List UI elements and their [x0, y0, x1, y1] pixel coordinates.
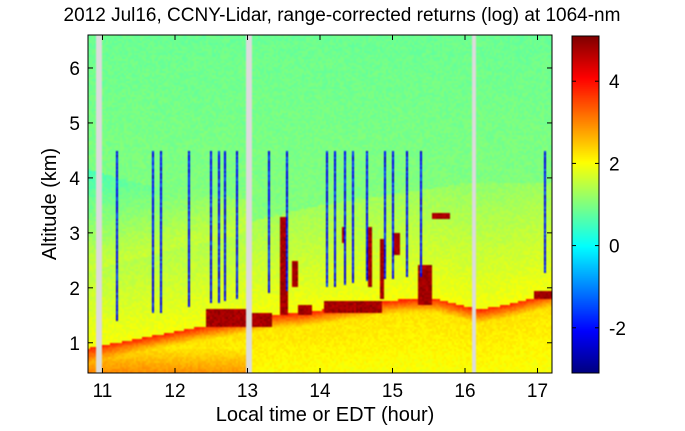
y-tick-label: 1	[69, 334, 80, 355]
x-tick-label: 15	[382, 381, 403, 402]
y-tick-label: 4	[69, 169, 80, 190]
chart-title: 2012 Jul16, CCNY-Lidar, range-corrected …	[64, 5, 621, 26]
x-tick-label: 16	[454, 381, 475, 402]
y-axis-ticks: 1 2 3 4 5 6	[69, 59, 552, 355]
x-tick-label: 11	[93, 381, 113, 402]
x-axis-ticks: 11 12 13 14 15 16 17	[93, 35, 548, 402]
x-tick-label: 17	[527, 381, 548, 402]
y-tick-label: 3	[69, 224, 80, 245]
x-tick-label: 13	[237, 381, 258, 402]
colorbar-frame	[571, 35, 600, 374]
colorbar-tick-label: 0	[609, 237, 620, 258]
x-tick-label: 14	[309, 381, 331, 402]
colorbar-ticks: -2 0 2 4	[572, 72, 626, 340]
colorbar-gradient	[572, 36, 599, 373]
y-axis-label: Altitude (km)	[39, 148, 61, 260]
y-tick-label: 5	[69, 114, 80, 135]
colorbar-tick-label: 4	[609, 72, 620, 93]
heatmap-image	[88, 35, 552, 373]
colorbar-tick-label: -2	[609, 319, 626, 340]
x-tick-label: 12	[164, 381, 185, 402]
y-tick-label: 6	[69, 59, 80, 80]
x-axis-label: Local time or EDT (hour)	[216, 404, 435, 426]
y-tick-label: 2	[69, 279, 80, 300]
colorbar-tick-label: 2	[609, 154, 620, 175]
colorbar: -2 0 2 4	[571, 35, 626, 374]
